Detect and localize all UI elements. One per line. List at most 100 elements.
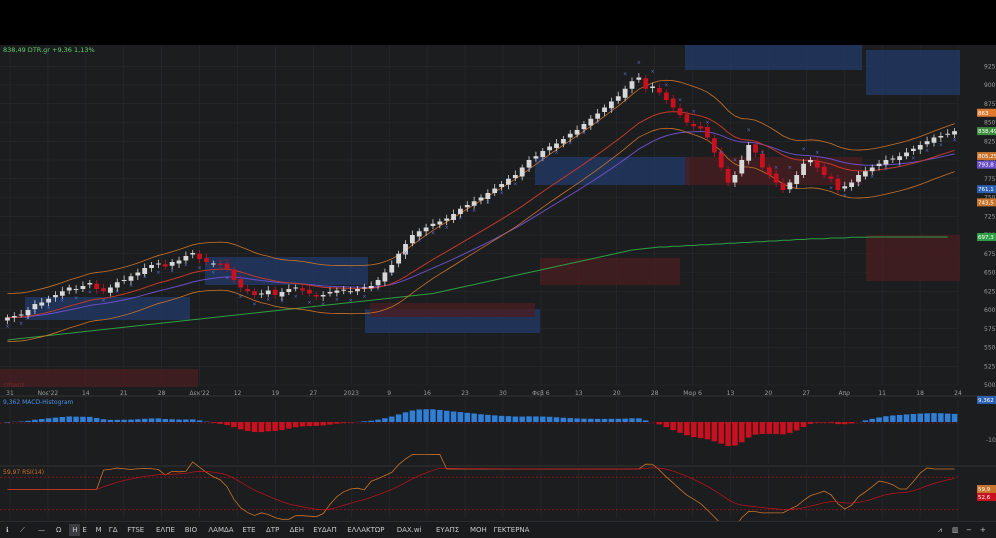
- sar-mark: ×: [939, 143, 943, 149]
- sar-mark: ×: [952, 138, 956, 144]
- price-tick-label: 850: [984, 120, 996, 127]
- toolbar-symbol-ΕΥΑΠΣ[interactable]: ΕΥΑΠΣ: [436, 524, 459, 536]
- draw-line-icon[interactable]: ⟋: [20, 524, 25, 536]
- toolbar-symbol-Μ[interactable]: Μ: [96, 524, 102, 536]
- sar-mark: ×: [266, 297, 270, 303]
- chart-area[interactable]: ××××××××××××××××××××××××××××××××××××××××…: [0, 45, 996, 521]
- zoom-in-icon[interactable]: +: [980, 524, 986, 536]
- macd-bar: [547, 417, 552, 422]
- macd-bar: [643, 420, 648, 422]
- macd-bar: [272, 422, 277, 431]
- toolbar-symbol-ΛΑΜΔΑ[interactable]: ΛΑΜΔΑ: [208, 524, 233, 536]
- candle-body: [849, 183, 854, 188]
- toolbar-symbol-ΕΛΠΕ[interactable]: ΕΛΠΕ: [156, 524, 175, 536]
- toolbar-symbol-Ε[interactable]: Ε: [82, 524, 86, 536]
- chart-svg[interactable]: ××××××××××××××××××××××××××××××××××××××××…: [0, 45, 996, 521]
- toolbar-symbol-ΓΕΚΤΕΡΝΑ[interactable]: ΓΕΚΤΕΡΝΑ: [494, 524, 530, 536]
- macd-bar: [46, 418, 51, 422]
- sar-mark: ×: [211, 270, 215, 276]
- candle-body: [101, 288, 106, 291]
- toolbar-symbol-ΔΕΗ[interactable]: ΔΕΗ: [290, 524, 304, 536]
- candle-body: [712, 138, 717, 152]
- macd-bar: [595, 419, 600, 422]
- toolbar-symbol-ΕΤΕ[interactable]: ΕΤΕ: [242, 524, 255, 536]
- candle-body: [835, 179, 840, 190]
- price-tick-label: 500: [984, 382, 996, 389]
- chart-type-icon[interactable]: ⩘: [938, 524, 942, 536]
- candle-body: [616, 96, 621, 101]
- candle-body: [39, 303, 44, 306]
- macd-bar: [368, 421, 373, 422]
- candle-body: [472, 201, 477, 206]
- toolbar-symbol-ΔΤΡ[interactable]: ΔΤΡ: [266, 524, 279, 536]
- candle-body: [911, 149, 916, 151]
- candle-body: [334, 291, 339, 293]
- candle-body: [657, 88, 662, 93]
- sar-mark: ×: [568, 140, 572, 146]
- macd-bar: [815, 422, 820, 423]
- macd-bar: [952, 414, 957, 422]
- candle-body: [705, 127, 710, 138]
- macd-bar: [526, 416, 531, 422]
- macd-bar: [828, 422, 833, 423]
- macd-bar: [458, 412, 463, 422]
- candle-body: [918, 145, 923, 150]
- toolbar-symbol-FTSE[interactable]: FTSE: [127, 524, 144, 536]
- candle-body: [135, 273, 140, 276]
- macd-bar: [128, 420, 133, 422]
- candle-body: [520, 168, 525, 177]
- toolbar-symbol-ΕΛΛΑΚΤΩΡ[interactable]: ΕΛΛΑΚΤΩΡ: [347, 524, 384, 536]
- date-tick-label: 23: [461, 390, 469, 397]
- date-tick-label: 11: [878, 390, 886, 397]
- macd-bar: [622, 419, 627, 422]
- sar-mark: ×: [19, 321, 23, 327]
- candle-body: [829, 177, 834, 179]
- sar-mark: ×: [513, 182, 517, 188]
- macd-bar: [574, 418, 579, 422]
- macd-bar: [629, 418, 634, 422]
- toolbar-symbol-DAX.wi[interactable]: DAX.wi: [397, 524, 422, 536]
- zoom-out-icon[interactable]: −: [966, 524, 972, 536]
- date-tick-label: 20: [765, 390, 773, 397]
- candle-body: [149, 265, 154, 268]
- macd-bar: [533, 416, 538, 422]
- price-tag-label: 793,8: [978, 163, 994, 169]
- candle-body: [383, 273, 388, 282]
- sar-mark: ×: [705, 120, 709, 126]
- macd-bar: [53, 418, 58, 422]
- sar-mark: ×: [88, 290, 92, 296]
- candle-body: [355, 289, 360, 291]
- line-width-icon[interactable]: —: [38, 524, 45, 536]
- toolbar-symbol-ΓΔ[interactable]: ΓΔ: [109, 524, 118, 536]
- date-tick-label: 31: [6, 390, 14, 397]
- macd-bar: [169, 419, 174, 422]
- macd-bar: [327, 422, 332, 425]
- candle-body: [815, 161, 820, 168]
- price-tick-label: 550: [984, 345, 996, 352]
- candle-body: [252, 291, 257, 295]
- toolbar-symbol-Η[interactable]: Η: [69, 524, 80, 536]
- sar-mark: ×: [788, 165, 792, 171]
- toolbar-symbol-Ω[interactable]: Ω: [56, 524, 61, 536]
- sar-mark: ×: [74, 296, 78, 302]
- toolbar-symbol-ΒΙΟ[interactable]: ΒΙΟ: [185, 524, 197, 536]
- sar-mark: ×: [170, 269, 174, 275]
- macd-bar: [114, 420, 119, 422]
- macd-bar: [362, 421, 367, 422]
- macd-bar: [190, 419, 195, 422]
- macd-bar: [739, 422, 744, 442]
- toolbar-symbol-ΕΥΔΑΠ[interactable]: ΕΥΔΑΠ: [313, 524, 337, 536]
- candle-body: [156, 264, 161, 265]
- candle-body: [650, 87, 655, 89]
- bar-chart-icon[interactable]: ▥: [952, 524, 959, 536]
- candle-body: [314, 295, 319, 297]
- date-tick-label: 18: [916, 390, 924, 397]
- toolbar-symbol-ΜΟΗ[interactable]: ΜΟΗ: [470, 524, 487, 536]
- macd-bar: [279, 422, 284, 430]
- candle-body: [726, 169, 731, 183]
- info-icon[interactable]: ℹ: [6, 524, 9, 536]
- candle-body: [396, 254, 401, 264]
- macd-bar: [300, 422, 305, 426]
- candle-body: [211, 264, 216, 265]
- sar-mark: ×: [335, 297, 339, 303]
